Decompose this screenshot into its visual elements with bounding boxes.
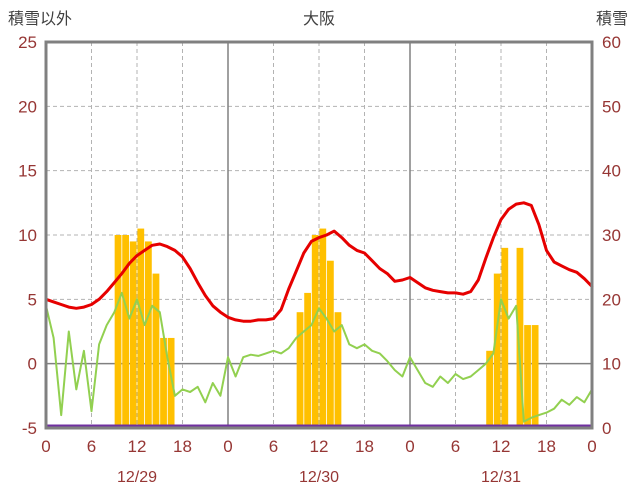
x-axis-tick: 12 — [128, 437, 147, 456]
precip-bar — [114, 235, 122, 428]
precip-bar — [122, 235, 130, 428]
precip-bar — [144, 241, 152, 428]
right-axis-tick: 60 — [602, 33, 621, 52]
left-axis-tick: 15 — [18, 162, 37, 181]
red-line — [44, 201, 594, 323]
x-axis-tick: 0 — [223, 437, 232, 456]
x-axis-tick: 6 — [451, 437, 460, 456]
x-axis-tick: 12 — [310, 437, 329, 456]
x-axis-tick: 18 — [355, 437, 374, 456]
left-axis-tick: -5 — [22, 419, 37, 438]
precip-bar — [524, 325, 531, 428]
left-axis-tick: 20 — [18, 97, 37, 116]
right-axis-title: 積雪 — [595, 11, 628, 28]
right-axis-tick: 0 — [602, 419, 611, 438]
precip-bar — [501, 247, 509, 428]
x-axis-tick: 0 — [41, 437, 50, 456]
precip-bar — [516, 247, 524, 428]
right-axis-tick: 20 — [602, 290, 621, 309]
precip-bar — [334, 312, 342, 428]
left-axis-tick: 0 — [28, 355, 37, 374]
x-axis-tick: 0 — [587, 437, 596, 456]
precip-bar — [326, 260, 334, 428]
precip-bar — [296, 312, 304, 428]
right-axis-tick: 50 — [602, 97, 621, 116]
x-axis-tick: 0 — [405, 437, 414, 456]
right-axis-tick: 10 — [602, 355, 621, 374]
precip-bar — [531, 325, 539, 428]
green-line — [45, 291, 593, 423]
precip-bar — [160, 337, 167, 428]
x-axis-tick: 6 — [87, 437, 96, 456]
date-label: 12/30 — [299, 469, 339, 486]
precip-bar — [304, 292, 312, 428]
precip-bar — [129, 241, 137, 428]
right-axis-tick: 30 — [602, 226, 621, 245]
date-label: 12/29 — [117, 469, 157, 486]
precip-bar — [493, 273, 501, 428]
x-axis-tick: 18 — [537, 437, 556, 456]
left-axis-tick: 10 — [18, 226, 37, 245]
precip-bar — [486, 350, 494, 428]
precip-bar — [319, 228, 327, 428]
left-axis-title: 積雪以外 — [8, 11, 73, 28]
precip-bar — [152, 273, 160, 428]
precip-bar — [137, 228, 145, 428]
x-axis-tick: 18 — [173, 437, 192, 456]
x-axis-tick: 12 — [492, 437, 511, 456]
date-label: 12/31 — [481, 469, 521, 486]
plot-border — [44, 40, 594, 430]
precip-bar — [311, 235, 319, 428]
precip-bar — [167, 337, 175, 428]
right-axis-tick: 40 — [602, 162, 621, 181]
chart-title: 大阪 — [302, 11, 336, 28]
x-axis-tick: 6 — [269, 437, 278, 456]
left-axis-tick: 5 — [28, 290, 37, 309]
left-axis-tick: 25 — [18, 33, 37, 52]
